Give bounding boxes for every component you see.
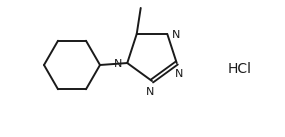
- Text: N: N: [174, 69, 183, 79]
- Text: HCl: HCl: [228, 62, 252, 76]
- Text: N: N: [146, 87, 154, 97]
- Text: N: N: [172, 30, 181, 40]
- Text: NH₂: NH₂: [132, 0, 154, 3]
- Text: N: N: [114, 59, 122, 69]
